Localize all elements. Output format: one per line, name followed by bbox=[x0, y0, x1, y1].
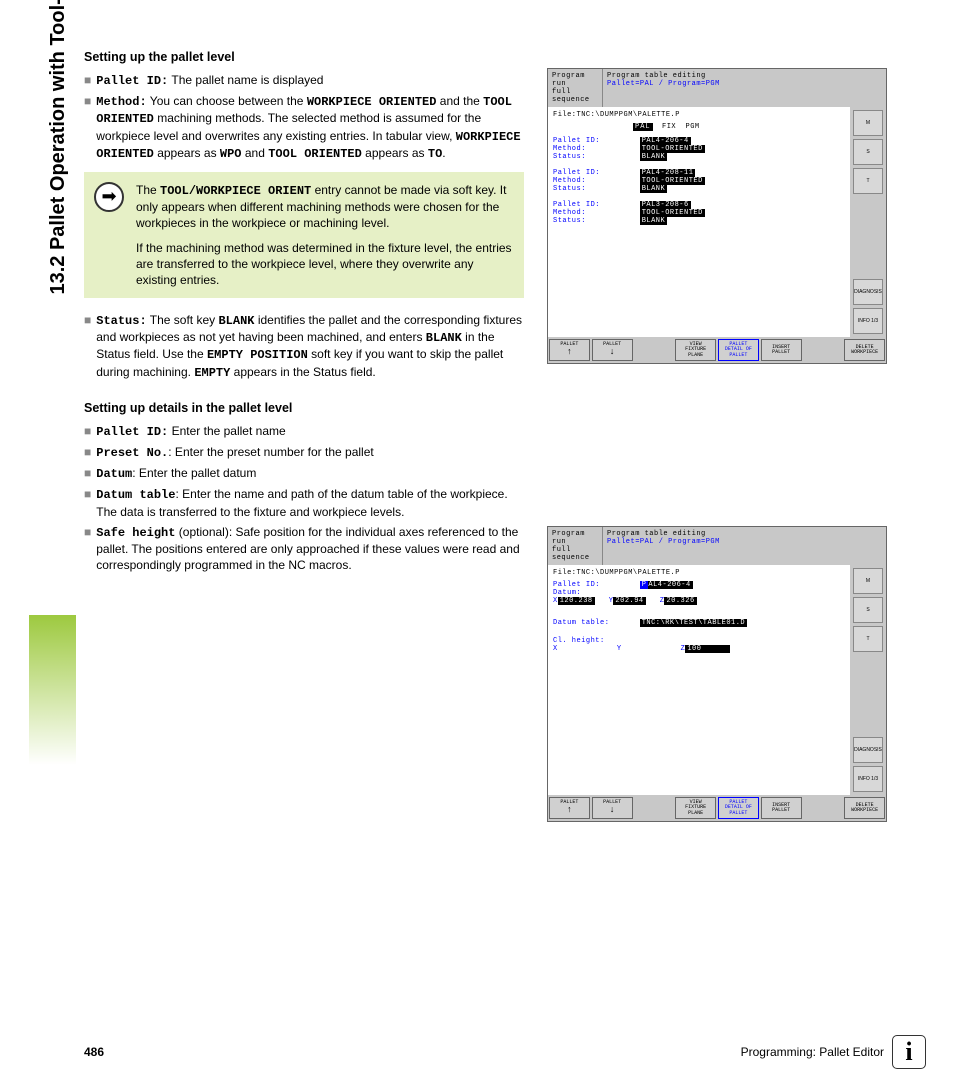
sk-delete[interactable]: DELETE WORKPIECE bbox=[844, 797, 885, 819]
side-t[interactable]: T bbox=[853, 626, 883, 652]
sk-insert[interactable]: INSERT PALLET bbox=[761, 797, 802, 819]
bullet-d-safe-height: ■ Safe height (optional): Safe position … bbox=[84, 524, 524, 574]
pallet-record: Pallet ID: PAL4-208-11Method: TOOL-ORIEN… bbox=[553, 169, 845, 193]
arrow-right-icon: ➡ bbox=[94, 182, 124, 212]
file-path: File:TNC:\DUMPPGM\PALETTE.P bbox=[553, 111, 845, 119]
sk-view[interactable]: VIEW FIXTURE PLANE bbox=[675, 339, 716, 361]
side-info[interactable]: INFO 1/3 bbox=[853, 308, 883, 334]
side-t[interactable]: T bbox=[853, 168, 883, 194]
side-diagnosis[interactable]: DIAGNOSIS bbox=[853, 279, 883, 305]
sk-pallet-detail[interactable]: PALLET DETAIL OF PALLET bbox=[718, 797, 759, 819]
sk-pallet-detail[interactable]: PALLET DETAIL OF PALLET bbox=[718, 339, 759, 361]
side-s[interactable]: S bbox=[853, 597, 883, 623]
tab-row: PAL FIX PGM bbox=[633, 123, 845, 131]
bullet-pallet-id: ■ Pallet ID: The pallet name is displaye… bbox=[84, 72, 524, 89]
sk-delete[interactable]: DELETE WORKPIECE bbox=[844, 339, 885, 361]
side-panel: M S T DIAGNOSIS INFO 1/3 bbox=[850, 107, 886, 337]
sk-pallet-down[interactable]: PALLET↓ bbox=[592, 797, 633, 819]
side-diagnosis[interactable]: DIAGNOSIS bbox=[853, 737, 883, 763]
side-s[interactable]: S bbox=[853, 139, 883, 165]
screenshot-pallet-detail: Program runfull sequence Program table e… bbox=[547, 526, 887, 822]
section-title-vertical: 13.2 Pallet Operation with Tool-Oriented… bbox=[47, 0, 70, 403]
bullet-d-datum-table: ■ Datum table: Enter the name and path o… bbox=[84, 486, 524, 519]
sk-insert[interactable]: INSERT PALLET bbox=[761, 339, 802, 361]
pallet-record: Pallet ID: PAL4-206-4Method: TOOL-ORIENT… bbox=[553, 137, 845, 161]
side-m[interactable]: M bbox=[853, 568, 883, 594]
sk-pallet-up[interactable]: PALLET↑ bbox=[549, 339, 590, 361]
page-number: 486 bbox=[84, 1045, 104, 1059]
sidebar-gradient bbox=[29, 615, 76, 765]
pallet-record: Pallet ID: PAL3-208-6Method: TOOL-ORIENT… bbox=[553, 201, 845, 225]
heading-pallet-level: Setting up the pallet level bbox=[84, 50, 524, 64]
chapter-label: Programming: Pallet Editor bbox=[741, 1045, 884, 1059]
sk-pallet-down[interactable]: PALLET↓ bbox=[592, 339, 633, 361]
side-info[interactable]: INFO 1/3 bbox=[853, 766, 883, 792]
bullet-d-pallet-id: ■ Pallet ID: Enter the pallet name bbox=[84, 423, 524, 440]
bullet-d-datum: ■ Datum: Enter the pallet datum bbox=[84, 465, 524, 482]
side-m[interactable]: M bbox=[853, 110, 883, 136]
screenshot-pallet-list: Program runfull sequence Program table e… bbox=[547, 68, 887, 364]
heading-details-pallet-level: Setting up details in the pallet level bbox=[84, 401, 524, 415]
note-box: ➡ The TOOL/WORKPIECE ORIENT entry cannot… bbox=[84, 172, 524, 298]
bullet-d-preset: ■ Preset No.: Enter the preset number fo… bbox=[84, 444, 524, 461]
info-icon: i bbox=[892, 1035, 926, 1069]
bullet-status: ■ Status: The soft key BLANK identifies … bbox=[84, 312, 524, 381]
sk-view[interactable]: VIEW FIXTURE PLANE bbox=[675, 797, 716, 819]
bullet-method: ■ Method: You can choose between the WOR… bbox=[84, 93, 524, 162]
sk-pallet-up[interactable]: PALLET↑ bbox=[549, 797, 590, 819]
